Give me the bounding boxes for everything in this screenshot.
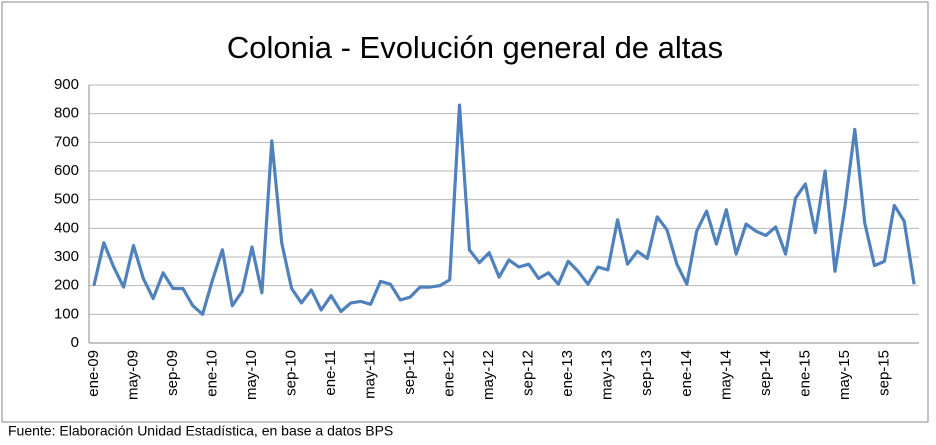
- x-tick-label: may-10: [243, 350, 260, 400]
- y-tick-label: 0: [71, 334, 79, 351]
- x-tick-label: may-09: [124, 350, 141, 400]
- chart-title: Colonia - Evolución general de altas: [227, 30, 723, 65]
- data-line: [92, 103, 916, 316]
- y-tick-label: 700: [54, 133, 79, 150]
- x-tick-label: may-13: [599, 350, 616, 400]
- x-tick-label: sep-14: [757, 350, 774, 396]
- x-tick-label: ene-15: [796, 350, 813, 397]
- y-tick-label: 800: [54, 105, 79, 122]
- x-tick-label: sep-12: [520, 350, 537, 396]
- x-tick-label: sep-15: [875, 350, 892, 396]
- x-tick-label: may-14: [717, 350, 734, 400]
- y-tick-label: 100: [54, 305, 79, 322]
- x-tick-label: ene-12: [441, 350, 458, 397]
- y-tick-label: 200: [54, 277, 79, 294]
- x-tick-label: sep-10: [283, 350, 300, 396]
- y-tick-label: 900: [54, 76, 79, 93]
- x-tick-label: sep-11: [401, 350, 418, 395]
- x-tick-label: ene-10: [203, 350, 220, 397]
- x-tick-label: may-15: [836, 350, 853, 400]
- x-tick-label: ene-09: [85, 350, 102, 397]
- y-tick-label: 600: [54, 162, 79, 179]
- x-tick-label: ene-13: [559, 350, 576, 397]
- x-tick-label: may-12: [480, 350, 497, 400]
- x-tick-label: sep-09: [164, 350, 181, 396]
- x-tick-label: ene-14: [678, 350, 695, 397]
- source-note: Fuente: Elaboración Unidad Estadística, …: [8, 423, 393, 439]
- y-tick-label: 500: [54, 191, 79, 208]
- x-tick-label: ene-11: [322, 350, 339, 396]
- y-tick-label: 400: [54, 219, 79, 236]
- chart-frame: [1, 1, 929, 423]
- x-tick-label: sep-13: [638, 350, 655, 396]
- x-tick-label: may-11: [362, 350, 379, 399]
- y-tick-label: 300: [54, 248, 79, 265]
